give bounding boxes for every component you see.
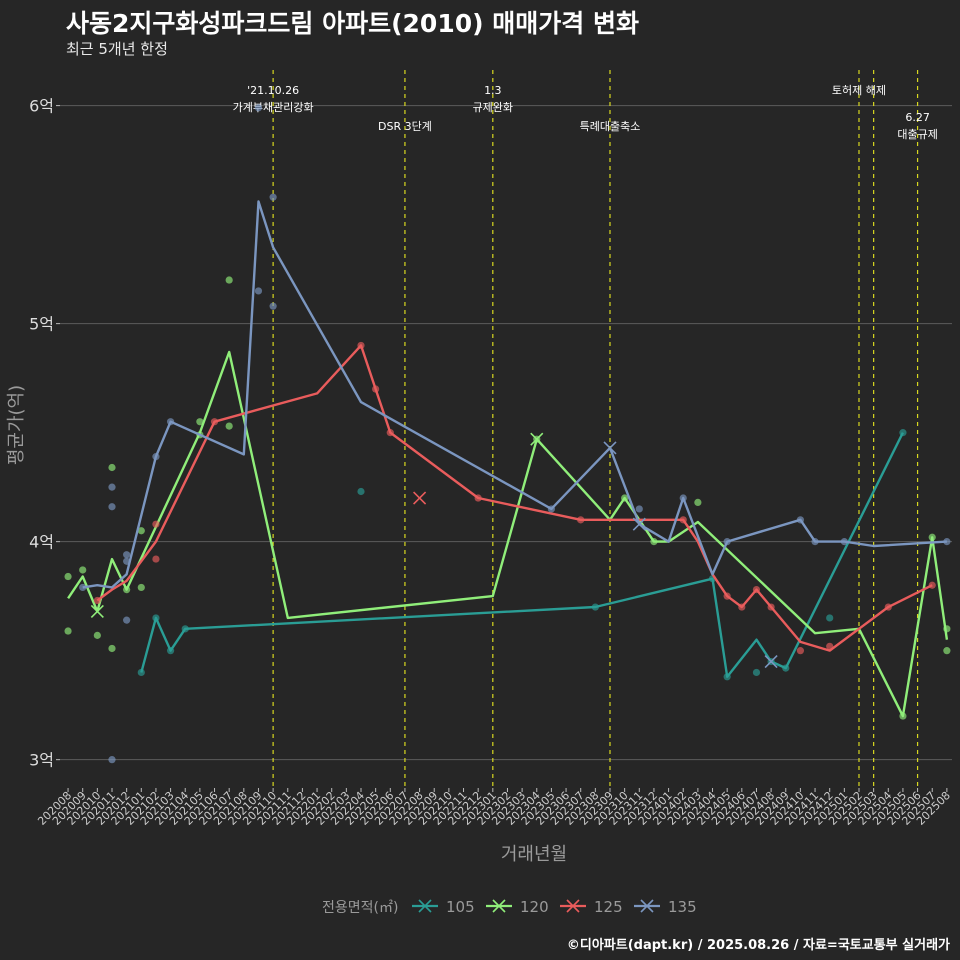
- data-point: [123, 551, 131, 559]
- event-label: 토허제 해제: [832, 83, 886, 97]
- data-point: [64, 627, 72, 635]
- legend-label: 125: [594, 898, 623, 916]
- y-tick-label: 3억: [29, 751, 54, 770]
- data-point: [254, 104, 263, 112]
- series-line: [67, 350, 949, 718]
- event-label: 대출규제: [897, 128, 937, 141]
- y-tick-label: 5억: [29, 315, 54, 334]
- event-label: 6.27: [905, 111, 930, 124]
- data-point: [796, 647, 805, 655]
- data-point: [79, 566, 87, 574]
- data-point: [93, 631, 101, 639]
- legend-swatch-cross: [640, 899, 654, 913]
- data-point: [137, 527, 145, 535]
- data-point: [826, 614, 834, 622]
- legend-swatch-cross: [566, 899, 580, 913]
- data-point: [152, 520, 160, 528]
- data-point: [357, 487, 365, 496]
- event-label: 규제완화: [473, 101, 513, 114]
- event-label: 가계부채관리강화: [233, 101, 314, 114]
- cross-marker: [764, 654, 778, 669]
- data-point: [108, 463, 116, 472]
- series-line: [96, 344, 933, 652]
- cross-marker: [632, 517, 646, 531]
- data-point: [152, 555, 160, 563]
- data-point: [635, 505, 643, 513]
- y-tick-label: 6억: [29, 97, 54, 116]
- series-line: [140, 432, 904, 678]
- data-point: [79, 583, 87, 592]
- legend-label: 120: [520, 898, 549, 916]
- data-point: [108, 644, 116, 653]
- event-label: 1.3: [484, 84, 502, 97]
- legend-title: 전용면적(㎡): [322, 900, 398, 916]
- y-tick-label: 4억: [29, 533, 54, 552]
- data-point: [108, 503, 116, 511]
- event-label: 특례대출축소: [580, 120, 641, 133]
- cross-marker: [413, 491, 427, 505]
- data-point: [123, 616, 131, 624]
- data-point: [254, 287, 263, 295]
- legend-swatch-cross: [492, 899, 506, 913]
- cross-marker: [530, 432, 544, 446]
- data-point: [108, 756, 116, 764]
- series-105: [137, 429, 907, 681]
- cross-marker: [90, 604, 104, 618]
- event-label: '21.10.26: [247, 84, 299, 97]
- data-point: [269, 302, 277, 310]
- data-point: [137, 583, 145, 592]
- series-125: [93, 341, 936, 655]
- event-label: DSR 3단계: [378, 120, 432, 133]
- legend-label: 105: [446, 898, 475, 916]
- data-point: [694, 498, 702, 506]
- legend-label: 135: [668, 898, 697, 916]
- series-120: [64, 276, 951, 720]
- series-line: [82, 200, 947, 589]
- series-135: [79, 104, 951, 764]
- data-point: [269, 193, 277, 201]
- chart-title: 사동2지구화성파크드림 아파트(2010) 매매가격 변화: [66, 9, 639, 38]
- data-point: [108, 483, 116, 491]
- chart-caption: ©디아파트(dapt.kr) / 2025.08.26 / 자료=국토교통부 실…: [566, 938, 950, 953]
- data-point: [225, 422, 233, 430]
- chart-subtitle: 최근 5개년 한정: [66, 40, 168, 58]
- y-axis-label: 평균가(억): [6, 385, 27, 465]
- data-point: [752, 668, 761, 677]
- legend-swatch-cross: [418, 899, 432, 913]
- data-point: [64, 572, 72, 581]
- data-point: [225, 276, 233, 284]
- cross-marker: [603, 441, 617, 455]
- x-axis-label: 거래년월: [501, 844, 567, 865]
- data-point: [943, 647, 951, 655]
- data-point: [196, 418, 204, 426]
